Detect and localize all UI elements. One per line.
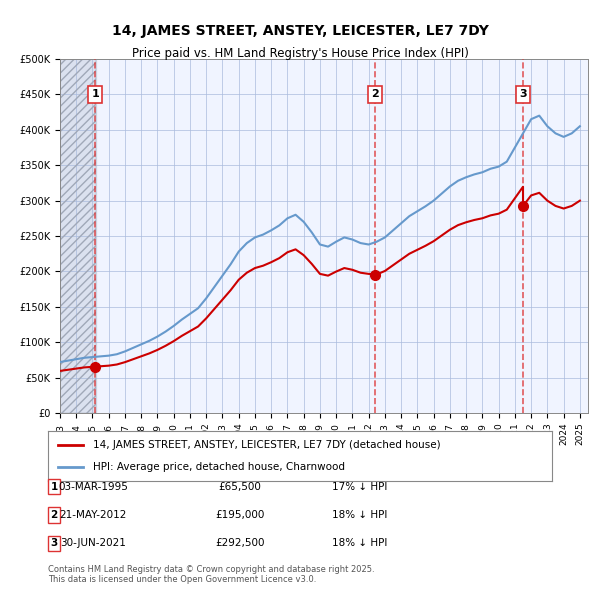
Text: 1: 1	[91, 90, 99, 99]
Text: 18% ↓ HPI: 18% ↓ HPI	[332, 539, 388, 548]
Bar	[60, 59, 96, 413]
Text: 14, JAMES STREET, ANSTEY, LEICESTER, LE7 7DY (detached house): 14, JAMES STREET, ANSTEY, LEICESTER, LE7…	[94, 440, 441, 450]
Text: 17% ↓ HPI: 17% ↓ HPI	[332, 482, 388, 491]
Text: 18% ↓ HPI: 18% ↓ HPI	[332, 510, 388, 520]
Text: 3: 3	[519, 90, 527, 99]
Text: 14, JAMES STREET, ANSTEY, LEICESTER, LE7 7DY: 14, JAMES STREET, ANSTEY, LEICESTER, LE7…	[112, 24, 488, 38]
Text: Price paid vs. HM Land Registry's House Price Index (HPI): Price paid vs. HM Land Registry's House …	[131, 47, 469, 60]
Text: HPI: Average price, detached house, Charnwood: HPI: Average price, detached house, Char…	[94, 462, 346, 472]
Text: 3: 3	[50, 539, 58, 548]
Text: 1: 1	[50, 482, 58, 491]
Text: 21-MAY-2012: 21-MAY-2012	[59, 510, 127, 520]
Text: £292,500: £292,500	[215, 539, 265, 548]
Text: £195,000: £195,000	[215, 510, 265, 520]
Text: £65,500: £65,500	[218, 482, 262, 491]
Text: Contains HM Land Registry data © Crown copyright and database right 2025.
This d: Contains HM Land Registry data © Crown c…	[48, 565, 374, 584]
Text: 2: 2	[50, 510, 58, 520]
Text: 03-MAR-1995: 03-MAR-1995	[58, 482, 128, 491]
Text: 30-JUN-2021: 30-JUN-2021	[60, 539, 126, 548]
Bar	[60, 59, 96, 413]
Text: 2: 2	[371, 90, 379, 99]
